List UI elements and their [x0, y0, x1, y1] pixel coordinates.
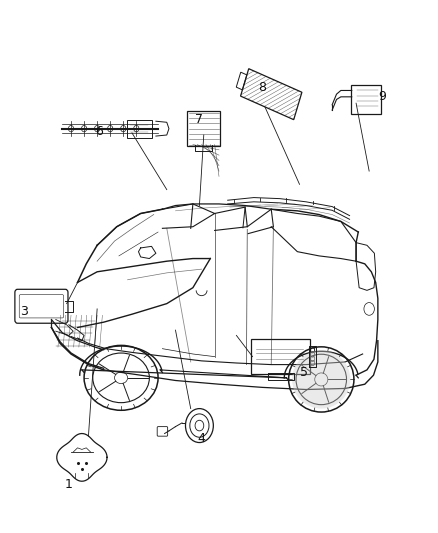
Text: 8: 8: [258, 81, 266, 94]
Ellipse shape: [292, 350, 350, 409]
Text: 4: 4: [198, 432, 205, 446]
Text: 6: 6: [95, 125, 103, 138]
Text: 3: 3: [20, 305, 28, 318]
Text: 1: 1: [65, 479, 73, 491]
Text: 9: 9: [378, 90, 386, 103]
Text: 5: 5: [300, 366, 308, 379]
Text: 7: 7: [195, 112, 203, 126]
